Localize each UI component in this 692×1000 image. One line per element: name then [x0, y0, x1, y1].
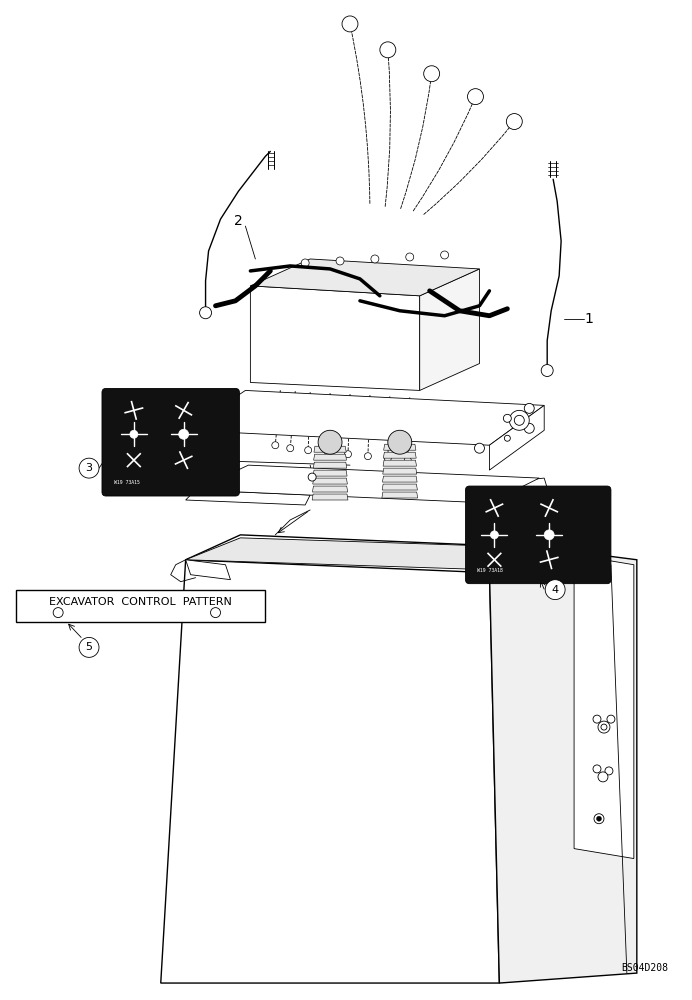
Circle shape	[468, 89, 484, 105]
Circle shape	[601, 724, 607, 730]
Polygon shape	[312, 494, 348, 500]
Polygon shape	[382, 492, 418, 498]
Polygon shape	[313, 462, 347, 468]
Circle shape	[272, 442, 279, 449]
Circle shape	[607, 715, 615, 723]
Text: 5: 5	[86, 642, 93, 652]
Polygon shape	[251, 259, 480, 296]
Polygon shape	[383, 468, 417, 474]
Circle shape	[491, 531, 498, 539]
Circle shape	[342, 16, 358, 32]
Circle shape	[199, 307, 212, 319]
Circle shape	[605, 767, 613, 775]
Circle shape	[404, 457, 411, 464]
Circle shape	[384, 455, 391, 462]
Polygon shape	[312, 486, 347, 492]
Circle shape	[509, 410, 529, 430]
Circle shape	[380, 42, 396, 58]
Polygon shape	[185, 390, 544, 445]
Circle shape	[325, 449, 331, 456]
Circle shape	[301, 259, 309, 267]
Circle shape	[541, 365, 553, 376]
FancyBboxPatch shape	[102, 388, 239, 496]
FancyBboxPatch shape	[466, 486, 611, 584]
Circle shape	[597, 816, 601, 821]
Text: EXCAVATOR  CONTROL  PATTERN: EXCAVATOR CONTROL PATTERN	[49, 597, 233, 607]
Circle shape	[441, 251, 448, 259]
Text: 3: 3	[86, 463, 93, 473]
Text: W19 73A18: W19 73A18	[477, 568, 503, 573]
Circle shape	[544, 530, 554, 540]
Circle shape	[79, 458, 99, 478]
Text: BS04D208: BS04D208	[621, 963, 668, 973]
Circle shape	[304, 447, 311, 454]
Polygon shape	[251, 286, 420, 390]
Circle shape	[318, 430, 342, 454]
Polygon shape	[383, 460, 417, 466]
Polygon shape	[383, 444, 416, 450]
Circle shape	[598, 721, 610, 733]
Circle shape	[79, 637, 99, 657]
Polygon shape	[383, 476, 417, 482]
Polygon shape	[314, 446, 346, 452]
Circle shape	[365, 453, 372, 460]
Polygon shape	[420, 269, 480, 390]
Circle shape	[594, 814, 604, 824]
Text: 2: 2	[234, 214, 243, 228]
Polygon shape	[161, 560, 500, 983]
Polygon shape	[313, 478, 347, 484]
Polygon shape	[489, 405, 544, 470]
Polygon shape	[382, 484, 417, 490]
Circle shape	[503, 414, 511, 422]
Polygon shape	[185, 535, 544, 573]
Polygon shape	[185, 560, 230, 580]
Polygon shape	[313, 470, 347, 476]
Circle shape	[53, 608, 63, 618]
Circle shape	[593, 715, 601, 723]
Polygon shape	[185, 538, 544, 570]
Polygon shape	[313, 454, 347, 460]
Circle shape	[475, 443, 484, 453]
Circle shape	[210, 608, 221, 618]
Text: 4: 4	[552, 585, 558, 595]
Circle shape	[130, 430, 138, 438]
Polygon shape	[196, 465, 539, 503]
Circle shape	[545, 580, 565, 600]
Polygon shape	[383, 452, 416, 458]
Circle shape	[406, 253, 414, 261]
Polygon shape	[185, 490, 310, 505]
Circle shape	[525, 403, 534, 413]
Circle shape	[388, 430, 412, 454]
Circle shape	[308, 473, 316, 481]
Circle shape	[226, 460, 235, 470]
Circle shape	[525, 423, 534, 433]
Circle shape	[504, 435, 510, 441]
Circle shape	[345, 451, 352, 458]
Circle shape	[514, 415, 525, 425]
Circle shape	[179, 429, 189, 439]
Circle shape	[598, 772, 608, 782]
Circle shape	[593, 765, 601, 773]
Polygon shape	[574, 555, 634, 859]
Polygon shape	[489, 548, 637, 983]
Text: W19 73A15: W19 73A15	[114, 480, 140, 485]
Circle shape	[336, 257, 344, 265]
Polygon shape	[430, 478, 547, 500]
Circle shape	[424, 66, 439, 82]
Circle shape	[371, 255, 379, 263]
Text: 1: 1	[585, 312, 594, 326]
Circle shape	[286, 445, 293, 452]
Circle shape	[215, 430, 226, 440]
Circle shape	[507, 114, 522, 129]
Bar	[17, 590, 265, 622]
